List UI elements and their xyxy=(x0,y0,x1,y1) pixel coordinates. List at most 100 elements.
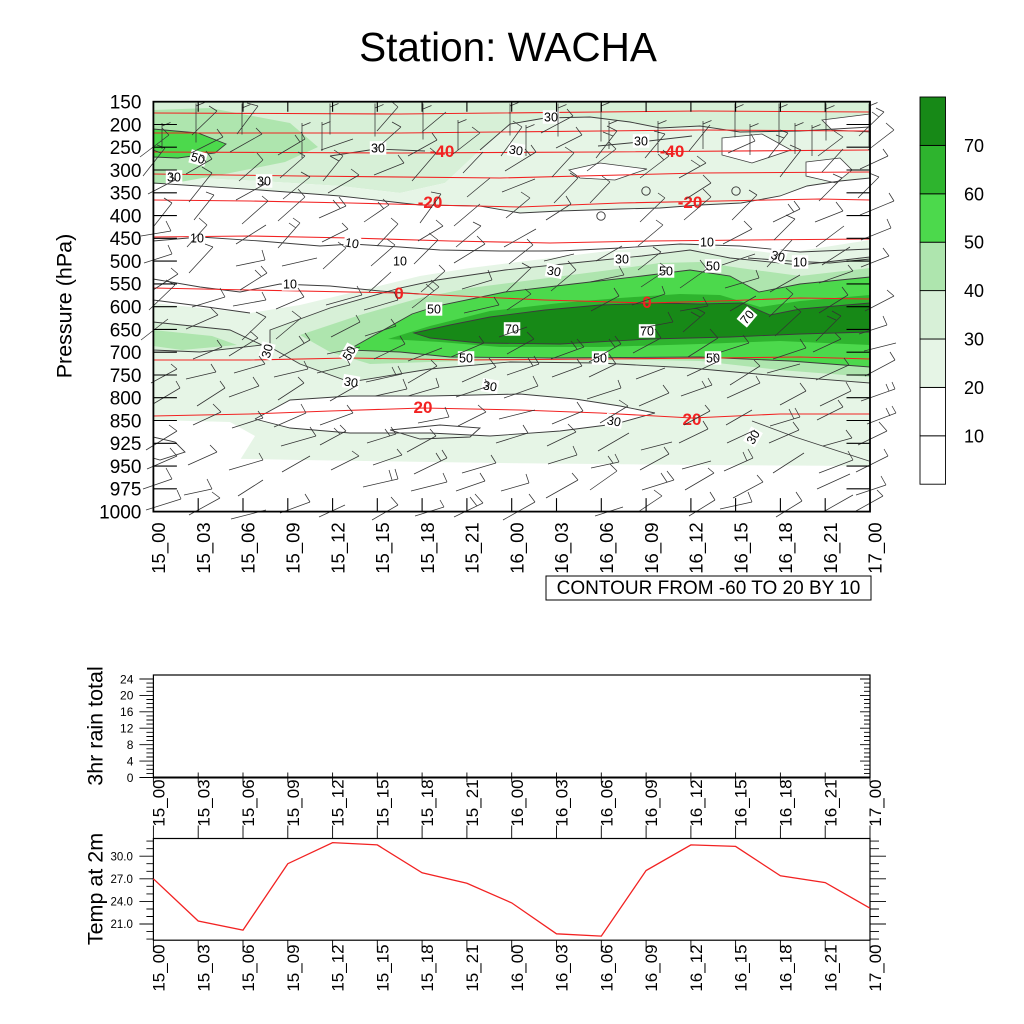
svg-text:20: 20 xyxy=(414,398,433,417)
svg-text:950: 950 xyxy=(110,457,142,478)
svg-text:16: 16 xyxy=(120,705,134,719)
svg-text:30: 30 xyxy=(606,413,622,429)
svg-text:15_09: 15_09 xyxy=(283,522,305,573)
svg-text:16_18: 16_18 xyxy=(777,944,796,991)
svg-text:60: 60 xyxy=(964,184,984,204)
svg-text:30: 30 xyxy=(257,175,271,189)
svg-text:30: 30 xyxy=(371,142,385,156)
svg-text:800: 800 xyxy=(110,389,142,410)
svg-text:15_03: 15_03 xyxy=(194,944,213,991)
svg-text:16_21: 16_21 xyxy=(821,944,840,991)
svg-text:15_15: 15_15 xyxy=(372,522,394,573)
svg-text:50: 50 xyxy=(189,150,206,167)
svg-text:30.0: 30.0 xyxy=(111,851,133,863)
svg-text:24.0: 24.0 xyxy=(111,897,133,909)
svg-text:15_18: 15_18 xyxy=(418,779,437,826)
svg-text:750: 750 xyxy=(110,366,142,387)
svg-text:250: 250 xyxy=(110,138,142,159)
svg-text:50: 50 xyxy=(659,265,673,279)
svg-text:300: 300 xyxy=(110,161,142,182)
svg-text:16_12: 16_12 xyxy=(687,779,706,826)
svg-text:400: 400 xyxy=(110,206,142,227)
svg-text:16_21: 16_21 xyxy=(820,522,842,573)
svg-text:16_09: 16_09 xyxy=(642,944,661,991)
svg-text:10: 10 xyxy=(283,278,297,292)
svg-text:200: 200 xyxy=(110,115,142,136)
svg-text:15_12: 15_12 xyxy=(327,522,349,573)
svg-text:-20: -20 xyxy=(678,193,703,212)
svg-text:650: 650 xyxy=(110,320,142,341)
svg-text:27.0: 27.0 xyxy=(111,874,133,886)
svg-text:850: 850 xyxy=(110,411,142,432)
svg-text:-40: -40 xyxy=(430,142,455,161)
svg-text:30: 30 xyxy=(615,253,629,267)
svg-text:3hr rain total: 3hr rain total xyxy=(84,666,108,786)
svg-text:500: 500 xyxy=(110,252,142,273)
svg-text:70: 70 xyxy=(640,325,654,339)
svg-text:50: 50 xyxy=(593,352,607,366)
svg-text:8: 8 xyxy=(127,738,134,752)
svg-text:20: 20 xyxy=(683,410,702,429)
svg-text:20: 20 xyxy=(120,689,134,703)
svg-text:925: 925 xyxy=(110,434,142,455)
svg-text:10: 10 xyxy=(393,255,407,269)
svg-text:975: 975 xyxy=(110,480,142,501)
svg-text:15_21: 15_21 xyxy=(462,522,484,573)
svg-text:16_06: 16_06 xyxy=(597,944,616,991)
svg-text:16_06: 16_06 xyxy=(597,779,616,826)
svg-text:0: 0 xyxy=(394,284,403,303)
svg-text:Pressure (hPa): Pressure (hPa) xyxy=(53,234,77,379)
svg-text:15_12: 15_12 xyxy=(329,779,348,826)
svg-text:12: 12 xyxy=(120,722,134,736)
svg-text:30: 30 xyxy=(744,428,763,447)
svg-text:15_03: 15_03 xyxy=(194,779,213,826)
svg-text:10: 10 xyxy=(700,236,714,250)
svg-text:16_18: 16_18 xyxy=(775,522,797,573)
svg-text:15_00: 15_00 xyxy=(148,522,170,573)
svg-text:16_03: 16_03 xyxy=(553,779,572,826)
svg-text:16_09: 16_09 xyxy=(641,522,663,573)
svg-text:16_00: 16_00 xyxy=(506,522,528,573)
svg-text:16_18: 16_18 xyxy=(777,779,796,826)
svg-text:0: 0 xyxy=(127,771,134,785)
svg-text:350: 350 xyxy=(110,184,142,205)
svg-text:30: 30 xyxy=(964,330,984,350)
svg-text:16_12: 16_12 xyxy=(686,522,708,573)
svg-text:-20: -20 xyxy=(418,193,443,212)
svg-text:15_21: 15_21 xyxy=(463,944,482,991)
svg-text:16_09: 16_09 xyxy=(642,779,661,826)
svg-text:30: 30 xyxy=(343,374,359,390)
svg-text:30: 30 xyxy=(508,142,524,158)
svg-text:30: 30 xyxy=(544,111,558,125)
svg-text:15_21: 15_21 xyxy=(463,779,482,826)
svg-text:15_00: 15_00 xyxy=(149,779,168,826)
svg-text:10: 10 xyxy=(793,256,807,270)
svg-text:550: 550 xyxy=(110,275,142,296)
svg-text:50: 50 xyxy=(459,352,473,366)
svg-text:70: 70 xyxy=(964,136,984,156)
svg-text:30: 30 xyxy=(482,378,498,394)
svg-text:15_18: 15_18 xyxy=(417,522,439,573)
svg-text:15_09: 15_09 xyxy=(284,779,303,826)
svg-text:15_00: 15_00 xyxy=(149,944,168,991)
svg-text:10: 10 xyxy=(190,232,204,246)
svg-text:1000: 1000 xyxy=(99,502,141,523)
svg-text:17_00: 17_00 xyxy=(866,779,885,826)
svg-text:15_09: 15_09 xyxy=(284,944,303,991)
svg-text:150: 150 xyxy=(110,93,142,114)
svg-text:15_18: 15_18 xyxy=(418,944,437,991)
svg-text:600: 600 xyxy=(110,298,142,319)
svg-text:-40: -40 xyxy=(660,142,685,161)
svg-text:Station: WACHA: Station: WACHA xyxy=(359,24,657,70)
svg-text:30: 30 xyxy=(546,263,562,279)
svg-text:15_15: 15_15 xyxy=(373,779,392,826)
svg-text:10: 10 xyxy=(344,235,360,251)
svg-text:16_03: 16_03 xyxy=(553,944,572,991)
svg-text:CONTOUR FROM -60 TO 20 BY 10: CONTOUR FROM -60 TO 20 BY 10 xyxy=(557,578,861,599)
svg-text:17_00: 17_00 xyxy=(865,522,887,573)
svg-text:Temp at 2m: Temp at 2m xyxy=(84,833,108,945)
svg-text:16_15: 16_15 xyxy=(730,522,752,573)
svg-text:15_06: 15_06 xyxy=(239,779,258,826)
svg-text:700: 700 xyxy=(110,343,142,364)
svg-text:21.0: 21.0 xyxy=(111,919,133,931)
